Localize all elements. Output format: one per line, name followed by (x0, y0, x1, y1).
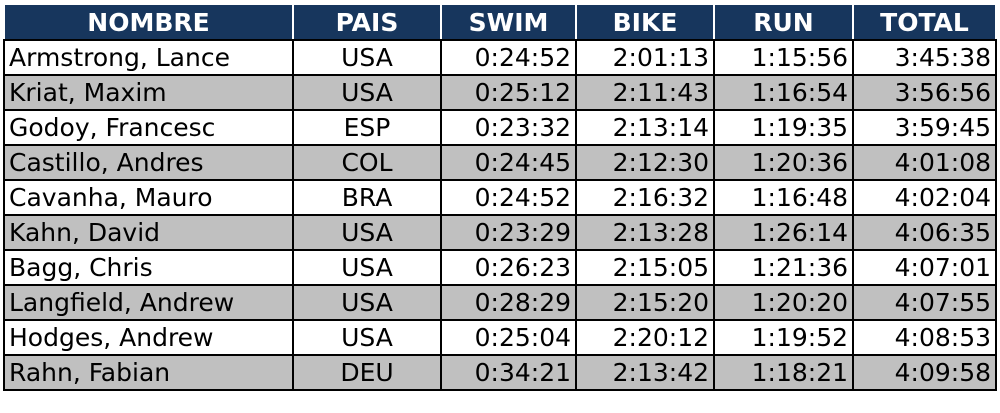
table-row: Armstrong, Lance USA 0:24:52 2:01:13 1:15:56… (3, 39, 997, 76)
table-cell: Cavanha, Mauro (3, 179, 294, 216)
table-cell: 4:07:01 (852, 249, 997, 286)
table-cell: 0:23:29 (440, 214, 577, 251)
table-cell: 2:13:42 (575, 354, 715, 391)
table-cell: 1:20:36 (713, 144, 854, 181)
results-table: NOMBRE PAIS SWIM BIKE RUN TOTAL Armstrong, La… (3, 3, 997, 391)
table-cell: 0:24:52 (440, 39, 577, 76)
table-body: Armstrong, Lance USA 0:24:52 2:01:13 1:15:56… (3, 39, 997, 391)
table-cell: 4:06:35 (852, 214, 997, 251)
table-row: Kahn, David USA 0:23:29 2:13:28 1:26:14 4:06:… (3, 214, 997, 251)
header-cell: BIKE (575, 3, 715, 41)
table-cell: 2:13:14 (575, 109, 715, 146)
table-cell: USA (292, 249, 442, 286)
table-cell: USA (292, 39, 442, 76)
table-cell: 1:19:35 (713, 109, 854, 146)
table-cell: 3:56:56 (852, 74, 997, 111)
table-row: Rahn, Fabian DEU 0:34:21 2:13:42 1:18:21 4:09… (3, 354, 997, 391)
table-cell: 2:16:32 (575, 179, 715, 216)
table-cell: 0:34:21 (440, 354, 577, 391)
header-cell: RUN (713, 3, 854, 41)
table-cell: 0:24:52 (440, 179, 577, 216)
table-cell: 2:01:13 (575, 39, 715, 76)
table-cell: ESP (292, 109, 442, 146)
table-cell: 2:13:28 (575, 214, 715, 251)
header-cell: TOTAL (852, 3, 997, 41)
table-cell: 1:21:36 (713, 249, 854, 286)
table-cell: 1:20:20 (713, 284, 854, 321)
header-cell: PAIS (292, 3, 442, 41)
table-cell: 1:19:52 (713, 319, 854, 356)
table-cell: Langfield, Andrew (3, 284, 294, 321)
table-cell: 1:18:21 (713, 354, 854, 391)
table-cell: COL (292, 144, 442, 181)
table-cell: 4:07:55 (852, 284, 997, 321)
header-cell: SWIM (440, 3, 577, 41)
table-row: Bagg, Chris USA 0:26:23 2:15:05 1:21:36 4:07:… (3, 249, 997, 286)
table-cell: Castillo, Andres (3, 144, 294, 181)
table-cell: 1:16:54 (713, 74, 854, 111)
table-row: Godoy, Francesc ESP 0:23:32 2:13:14 1:19:35 3… (3, 109, 997, 146)
table-cell: 0:23:32 (440, 109, 577, 146)
table-row: Cavanha, Mauro BRA 0:24:52 2:16:32 1:16:48 4:… (3, 179, 997, 216)
table-cell: 0:24:45 (440, 144, 577, 181)
table-cell: 2:15:05 (575, 249, 715, 286)
table-row: Castillo, Andres COL 0:24:45 2:12:30 1:20:36… (3, 144, 997, 181)
table-cell: USA (292, 319, 442, 356)
header-row: NOMBRE PAIS SWIM BIKE RUN TOTAL (3, 3, 997, 41)
table-cell: 1:15:56 (713, 39, 854, 76)
table-cell: 4:08:53 (852, 319, 997, 356)
table-cell: 4:09:58 (852, 354, 997, 391)
table-cell: 0:25:12 (440, 74, 577, 111)
table-cell: Bagg, Chris (3, 249, 294, 286)
table-cell: 2:15:20 (575, 284, 715, 321)
table-cell: Armstrong, Lance (3, 39, 294, 76)
table-cell: 0:26:23 (440, 249, 577, 286)
table-cell: USA (292, 284, 442, 321)
table-cell: 2:20:12 (575, 319, 715, 356)
table-cell: 2:11:43 (575, 74, 715, 111)
table-cell: Rahn, Fabian (3, 354, 294, 391)
table-cell: Kahn, David (3, 214, 294, 251)
table-cell: Godoy, Francesc (3, 109, 294, 146)
table-cell: 0:28:29 (440, 284, 577, 321)
table-cell: 3:59:45 (852, 109, 997, 146)
table-cell: 0:25:04 (440, 319, 577, 356)
table-row: Kriat, Maxim USA 0:25:12 2:11:43 1:16:54 3:56… (3, 74, 997, 111)
table-cell: DEU (292, 354, 442, 391)
table-cell: Kriat, Maxim (3, 74, 294, 111)
table-cell: BRA (292, 179, 442, 216)
table-cell: 4:01:08 (852, 144, 997, 181)
table-row: Hodges, Andrew USA 0:25:04 2:20:12 1:19:52 4:… (3, 319, 997, 356)
table-cell: 2:12:30 (575, 144, 715, 181)
table-cell: Hodges, Andrew (3, 319, 294, 356)
table-cell: 3:45:38 (852, 39, 997, 76)
table-cell: 4:02:04 (852, 179, 997, 216)
table-cell: 1:16:48 (713, 179, 854, 216)
table-cell: 1:26:14 (713, 214, 854, 251)
table-cell: USA (292, 74, 442, 111)
header-cell: NOMBRE (3, 3, 294, 41)
table-row: Langfield, Andrew USA 0:28:29 2:15:20 1:20:2… (3, 284, 997, 321)
table-cell: USA (292, 214, 442, 251)
